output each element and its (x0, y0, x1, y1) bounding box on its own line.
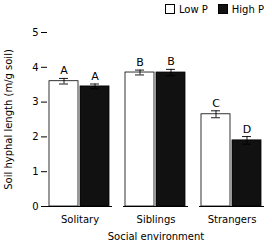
svg-text:3: 3 (32, 96, 38, 107)
svg-text:Siblings: Siblings (137, 214, 176, 225)
svg-text:C: C (212, 97, 220, 110)
svg-text:A: A (60, 64, 68, 77)
svg-text:Social environment: Social environment (108, 231, 205, 242)
svg-text:B: B (167, 55, 175, 68)
html-text:Low P: Low P (178, 3, 208, 15)
svg-text:Strangers: Strangers (208, 214, 257, 225)
svg-text:5: 5 (32, 27, 38, 38)
svg-text:0: 0 (32, 201, 38, 212)
svg-text:A: A (91, 70, 99, 83)
svg-text:4: 4 (32, 62, 38, 73)
svg-text:2: 2 (32, 131, 38, 142)
svg-text:D: D (243, 123, 251, 136)
svg-text:Soil hyphal length (m/g soil): Soil hyphal length (m/g soil) (3, 49, 14, 190)
svg-text:B: B (136, 56, 144, 69)
svg-text:1: 1 (32, 166, 38, 177)
html-text:High P: High P (231, 3, 264, 15)
svg-text:Solitary: Solitary (61, 214, 99, 225)
